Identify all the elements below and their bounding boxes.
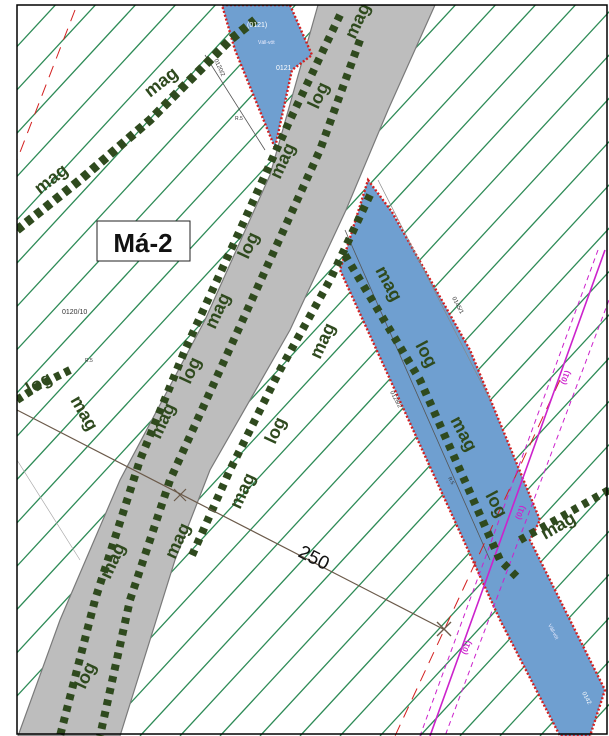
hatch-line [17, 5, 497, 524]
parcel-small-text: R.5 [446, 476, 455, 486]
measure-cross-2 [436, 621, 452, 637]
parcel-line [377, 179, 491, 401]
road-text: mag [305, 320, 339, 362]
map-frame [16, 4, 608, 735]
parcel-number: 0142 [580, 691, 592, 706]
parcel-line [344, 229, 491, 561]
measure-cross-1 [173, 488, 187, 502]
parcel-number: 0121 [276, 65, 292, 72]
parcel-line [204, 54, 266, 151]
parcel-number: (0121) [247, 22, 267, 29]
boundary-dots-road [56, 13, 609, 736]
hatch-line [17, 5, 57, 48]
powerline [429, 249, 606, 736]
parcel-diagonal-strip [338, 177, 607, 736]
hatch-line [219, 314, 609, 736]
hatch-line [17, 5, 297, 308]
dashed-boundary [17, 9, 76, 161]
hatch-line [339, 443, 609, 736]
hatch-line [179, 270, 609, 736]
boundary-dots-left [17, 366, 72, 404]
parcel-number: 0145/1 [450, 296, 464, 316]
powerline [444, 299, 609, 736]
parcel-small-text: Váll-vöt [258, 40, 275, 46]
hatch-line [259, 357, 609, 736]
boundary-text: mag [67, 392, 103, 434]
zone-label: Má-2 [113, 228, 172, 258]
hatch-line [17, 5, 337, 351]
parcel-number: 0120/10 [62, 309, 87, 316]
hatch-line [17, 5, 217, 221]
parcel-0121-top [220, 5, 314, 153]
strip-text: mag [537, 508, 579, 544]
parcel-small-text: R.5 [235, 116, 243, 122]
hatch-line [379, 487, 609, 736]
hatch-line [17, 5, 137, 135]
road-band [17, 5, 436, 736]
hatch-line [17, 5, 177, 178]
hatch-line [459, 573, 609, 736]
powerline-tag: (01) [460, 639, 474, 656]
parcel-line [17, 459, 81, 561]
road-text: log [260, 414, 290, 447]
measure-line [17, 409, 446, 631]
parcel-small-text: R.5 [85, 358, 93, 364]
hatch-line [579, 703, 609, 736]
dashed-boundary [394, 379, 561, 736]
zone-label-box [96, 220, 191, 262]
boundary-dots-top [17, 16, 258, 234]
parcel-number: 0120/2 [212, 58, 225, 78]
hatch-line [139, 227, 609, 736]
